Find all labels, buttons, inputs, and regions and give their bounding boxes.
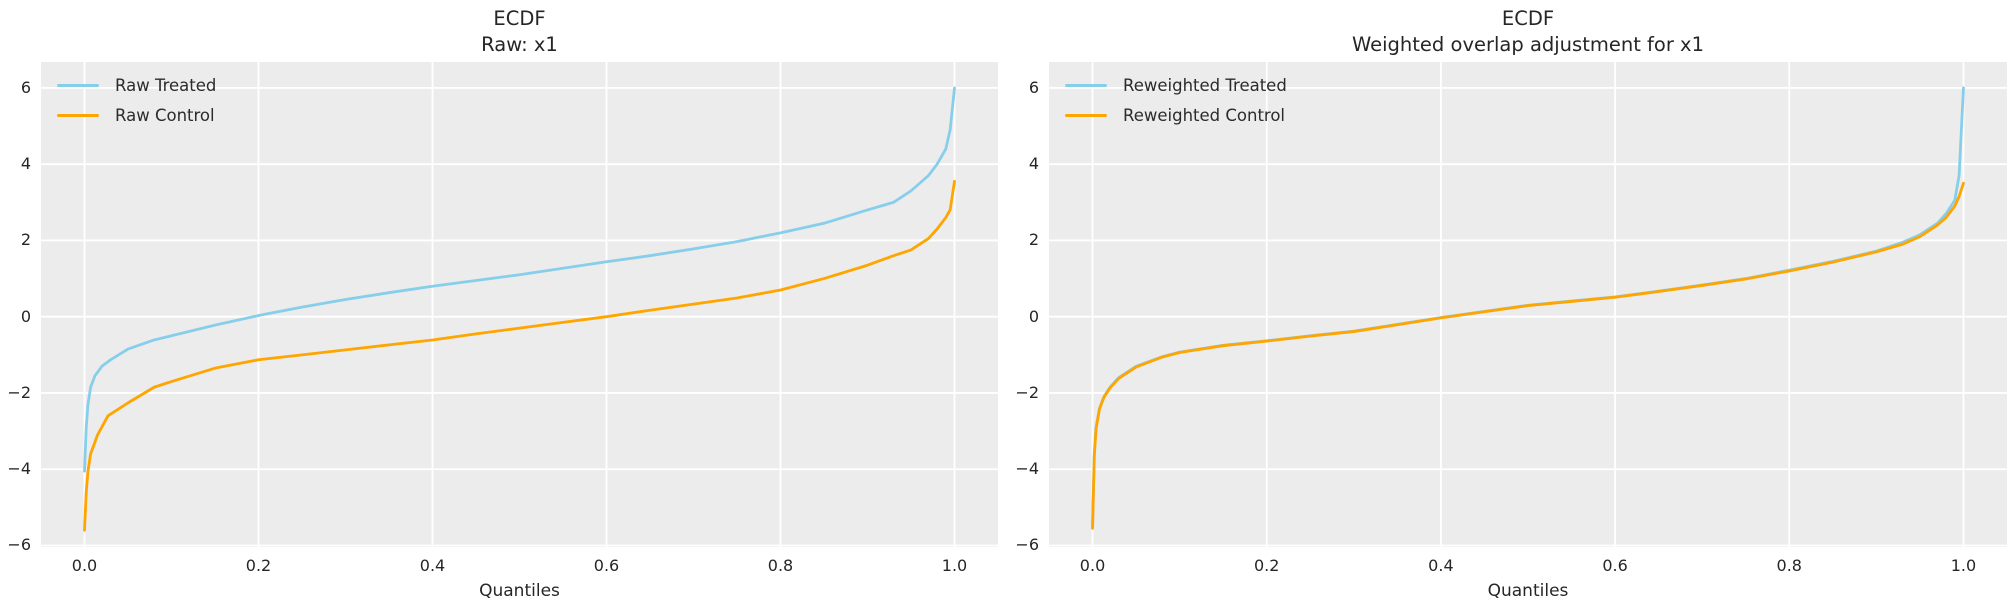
x-tick-label: 0.4: [419, 556, 446, 575]
legend-label-treated: Reweighted Treated: [1123, 75, 1287, 95]
y-tick-label: −6: [1015, 535, 1039, 555]
legend: Reweighted Treated Reweighted Control: [1065, 74, 1287, 126]
y-tick-label: 2: [20, 230, 31, 250]
y-tick-label: −4: [7, 459, 31, 479]
y-tick-label: −4: [1015, 459, 1039, 479]
line-reweighted-control: [1091, 181, 1965, 530]
y-tick-label: 6: [20, 77, 31, 97]
y-tick-label: 6: [1028, 77, 1039, 97]
legend-label-treated: Raw Treated: [115, 75, 217, 95]
plot-area: Reweighted Treated Reweighted Control: [1049, 62, 2007, 547]
legend-item-treated: Raw Treated: [57, 74, 216, 96]
legend-label-control: Reweighted Control: [1123, 105, 1286, 125]
legend-item-control: Reweighted Control: [1065, 104, 1287, 126]
chart-canvas: [1049, 62, 2007, 547]
plot-area: Raw Treated Raw Control: [41, 62, 998, 547]
legend-swatch-treated: [57, 83, 99, 87]
chart-title-block: ECDF Raw: x1: [41, 6, 998, 58]
chart-title: ECDF: [493, 7, 546, 30]
y-tick-label: −6: [7, 535, 31, 555]
legend-item-treated: Reweighted Treated: [1065, 74, 1287, 96]
y-tick-label: −2: [1015, 382, 1039, 402]
x-tick-label: 0.0: [71, 556, 98, 575]
x-tick-label: 1.0: [1950, 556, 1977, 575]
x-tick-label: 1.0: [941, 556, 968, 575]
x-tick-label: 0.4: [1428, 556, 1454, 575]
x-tick-label: 0.6: [593, 556, 620, 575]
line-reweighted-treated: [1091, 86, 1965, 528]
y-tick-label: 2: [1028, 230, 1039, 250]
line-raw-control: [83, 179, 956, 532]
line-raw-treated: [83, 86, 956, 473]
x-tick-label: 0.2: [245, 556, 272, 575]
legend: Raw Treated Raw Control: [57, 74, 216, 126]
x-tick-label: 0.8: [1776, 556, 1802, 575]
y-tick-label: 0: [20, 306, 31, 326]
x-tick-label: 0.2: [1253, 556, 1280, 575]
legend-swatch-control: [57, 113, 99, 117]
legend-swatch-control: [1065, 113, 1107, 117]
y-tick-label: −2: [7, 382, 31, 402]
y-tick-label: 4: [20, 154, 31, 174]
chart-canvas: [41, 62, 998, 547]
x-tick-label: 0.0: [1079, 556, 1106, 575]
y-tick-label: 0: [1028, 306, 1039, 326]
legend-label-control: Raw Control: [115, 105, 215, 125]
x-tick-label: 0.6: [1602, 556, 1628, 575]
y-tick-label: 4: [1028, 154, 1039, 174]
chart-subtitle: Raw: x1: [481, 33, 558, 56]
legend-swatch-treated: [1065, 83, 1107, 87]
chart-title: ECDF: [1501, 7, 1555, 30]
chart-subtitle: Weighted overlap adjustment for x1: [1352, 33, 1704, 56]
x-axis-label: Quantiles: [1487, 581, 1569, 601]
x-tick-label: 0.8: [767, 556, 794, 575]
chart-title-block: ECDF Weighted overlap adjustment for x1: [1049, 6, 2007, 58]
x-axis-label: Quantiles: [479, 581, 560, 601]
legend-item-control: Raw Control: [57, 104, 216, 126]
